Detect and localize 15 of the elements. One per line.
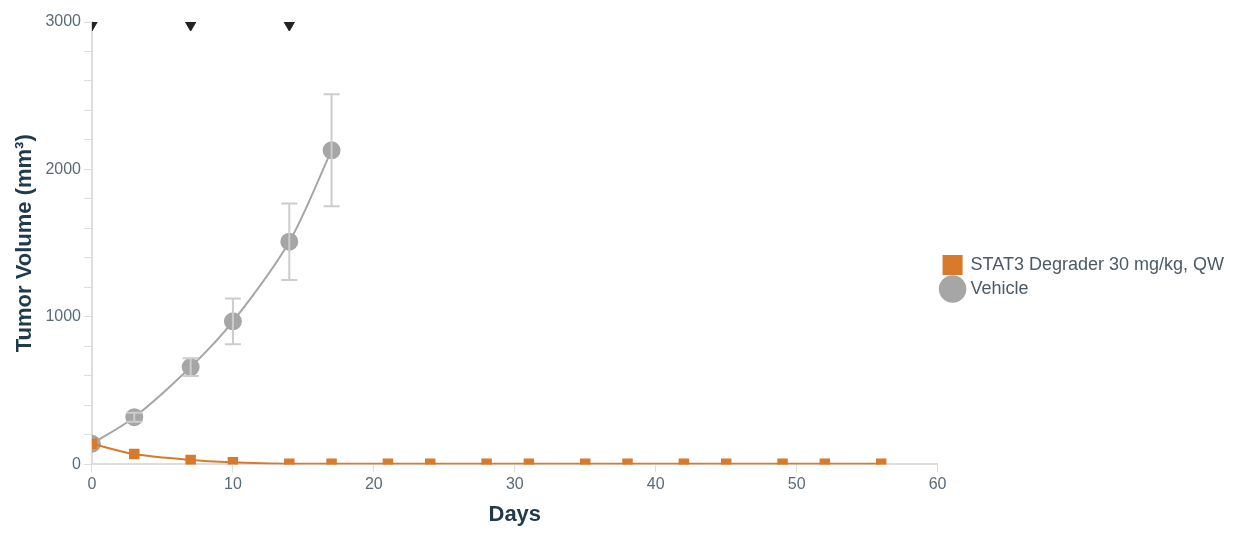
y-tick-label: 1000 bbox=[45, 307, 82, 325]
x-tick-label: 10 bbox=[224, 475, 242, 493]
y-tick-label: 2000 bbox=[45, 159, 82, 177]
x-tick-label: 20 bbox=[364, 475, 383, 493]
x-tick-label: 50 bbox=[787, 475, 806, 493]
x-tick-label: 0 bbox=[87, 475, 97, 493]
x-tick-label: 60 bbox=[928, 475, 947, 493]
x-axis-title: Days bbox=[488, 500, 542, 526]
x-tick-label: 40 bbox=[646, 475, 665, 493]
x-tick-label: 30 bbox=[505, 475, 524, 493]
y-tick-label: 0 bbox=[72, 454, 82, 472]
legend-label: STAT3 Degrader 30 mg/kg, QW bbox=[970, 253, 1225, 274]
legend-label: Vehicle bbox=[970, 277, 1029, 298]
y-axis-title: Tumor Volume (mm³) bbox=[11, 134, 37, 353]
y-tick-label: 3000 bbox=[45, 12, 82, 30]
